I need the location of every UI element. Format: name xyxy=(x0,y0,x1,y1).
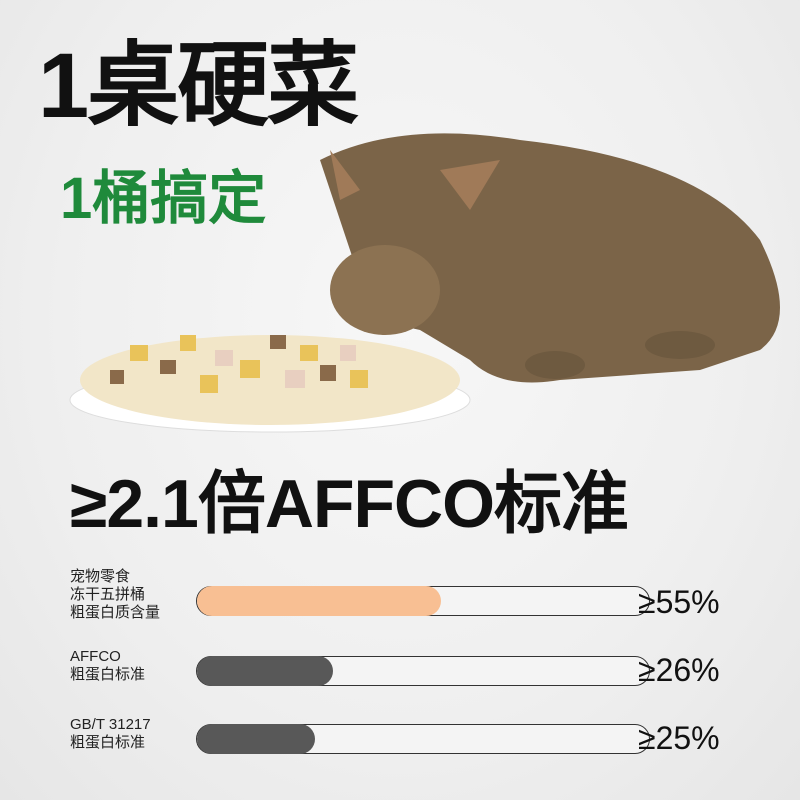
label-line: 冻干五拼桶 xyxy=(70,586,146,603)
bar-fill xyxy=(197,724,315,754)
label-line: GB/T 31217 xyxy=(70,716,151,733)
bar-track xyxy=(196,586,650,616)
bar-row-affco: AFFCO 粗蛋白标准 ≥26% xyxy=(70,648,770,708)
comparison-title: ≥2.1倍AFFCO标准 xyxy=(70,466,629,542)
bar-value: ≥25% xyxy=(638,720,720,756)
bar-track xyxy=(196,724,650,754)
bar-value: ≥55% xyxy=(638,584,720,620)
subheadline: 1桶搞定 xyxy=(60,166,267,231)
bar-row-product: 宠物零食 冻干五拼桶 粗蛋白质含量 ≥55% xyxy=(70,568,770,630)
label-line: 宠物零食 xyxy=(70,568,131,585)
label-line: AFFCO xyxy=(70,648,121,665)
bar-label: AFFCO 粗蛋白标准 xyxy=(70,648,145,684)
bar-track xyxy=(196,656,650,686)
bar-value: ≥26% xyxy=(638,652,720,688)
label-line: 粗蛋白质含量 xyxy=(70,604,161,621)
headline: 1桌硬菜 xyxy=(38,35,359,137)
label-line: 粗蛋白标准 xyxy=(70,734,146,751)
bar-label: 宠物零食 冻干五拼桶 粗蛋白质含量 xyxy=(70,568,160,622)
bar-fill xyxy=(197,586,442,616)
bar-label: GB/T 31217 粗蛋白标准 xyxy=(70,716,151,752)
bar-row-gbt: GB/T 31217 粗蛋白标准 ≥25% xyxy=(70,716,770,776)
label-line: 粗蛋白标准 xyxy=(70,666,146,683)
cat-eating-freeze-dried-food-photo xyxy=(69,133,780,433)
bar-fill xyxy=(197,656,333,686)
